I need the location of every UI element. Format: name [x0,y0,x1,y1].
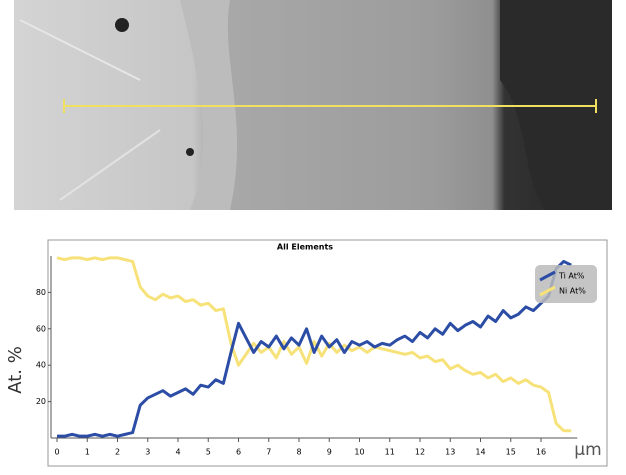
x-tick-label: 15 [506,448,516,457]
sem-image [14,0,612,210]
y-axis-label: At. % [5,346,26,394]
x-tick-label: 1 [85,448,90,457]
x-tick-label: 12 [415,448,425,457]
x-axis-label: µm [574,440,601,460]
x-tick-label: 0 [54,448,59,457]
x-tick-label: 5 [206,448,211,457]
x-tick-label: 16 [536,448,546,457]
x-tick-label: 8 [296,448,301,457]
x-tick-label: 11 [385,448,395,457]
x-tick-label: 10 [354,448,364,457]
x-tick-label: 4 [175,448,180,457]
x-tick-label: 14 [475,448,485,457]
x-tick-label: 9 [327,448,332,457]
x-tick-label: 6 [236,448,241,457]
figure: All Elements At. % µm 204060800123456789… [0,0,626,471]
y-tick-label: 20 [36,397,46,406]
x-tick-label: 13 [445,448,455,457]
x-tick-label: 3 [145,448,150,457]
legend-label: Ti At% [558,272,585,281]
x-tick-label: 2 [115,448,120,457]
x-tick-label: 7 [266,448,271,457]
legend-label: Ni At% [559,287,586,296]
y-tick-label: 40 [36,361,46,370]
y-tick-label: 60 [36,324,46,333]
y-tick-label: 80 [36,288,46,297]
chart-title: All Elements [277,243,333,252]
page: {"chart_data": {"type": "line", "title":… [0,0,626,471]
